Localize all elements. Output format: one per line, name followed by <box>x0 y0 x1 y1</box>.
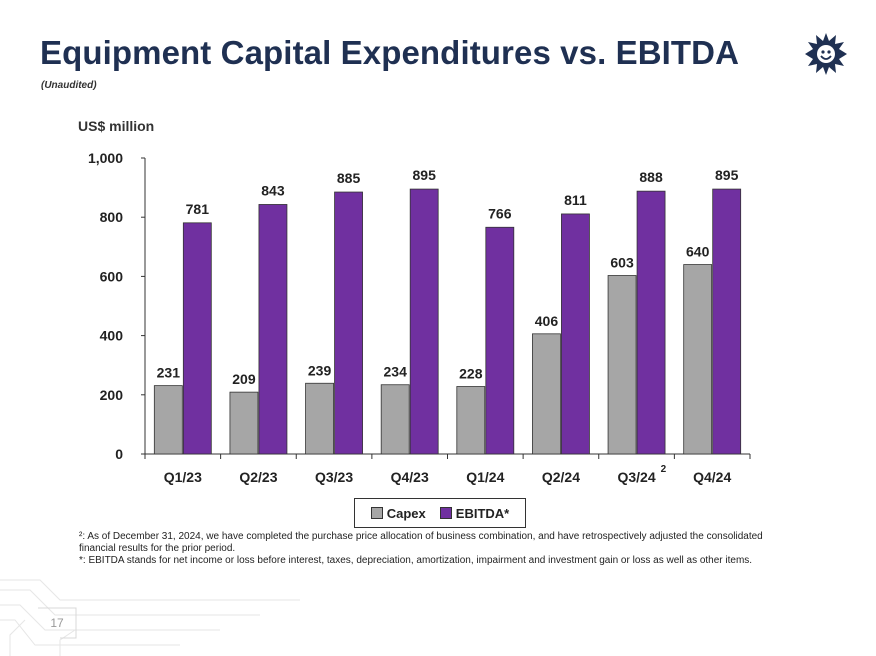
legend-item-capex: Capex <box>370 505 426 521</box>
data-label-capex: 239 <box>308 362 332 378</box>
x-tick-label: Q3/23 <box>315 469 353 485</box>
bar-ebitda <box>182 222 212 455</box>
x-tick-label: Q3/24 <box>617 469 655 485</box>
bar-capex <box>305 382 334 455</box>
circuit-decoration <box>0 579 300 656</box>
bar-capex <box>607 275 637 455</box>
x-tick-label: Q4/23 <box>391 469 429 485</box>
bar-ebitda <box>561 213 590 455</box>
data-label-capex: 603 <box>610 255 634 271</box>
footnote-ebitda: *: EBITDA stands for net income or loss … <box>79 555 753 566</box>
data-label-capex: 234 <box>384 364 408 380</box>
footnotes: ²: As of December 31, 2024, we have comp… <box>79 531 799 567</box>
bar-capex <box>229 391 259 455</box>
bar-capex <box>683 264 713 455</box>
y-axis-unit-label: US$ million <box>78 118 155 134</box>
bar-capex <box>532 333 561 455</box>
y-tick-label: 0 <box>115 446 123 462</box>
data-label-capex: 406 <box>535 313 559 329</box>
legend-swatch-capex <box>370 507 383 519</box>
legend-item-ebitda: EBITDA* <box>439 505 510 521</box>
data-label-ebitda: 888 <box>639 169 663 185</box>
sun-face-logo-icon <box>805 33 847 75</box>
data-label-ebitda: 766 <box>488 205 512 221</box>
data-label-capex: 209 <box>232 371 256 387</box>
legend-label-ebitda: EBITDA* <box>455 505 510 521</box>
bar-capex <box>456 386 486 455</box>
chart-legend: Capex EBITDA* <box>354 498 526 528</box>
x-tick-label: Q2/24 <box>542 469 580 485</box>
y-tick-label: 600 <box>100 268 124 284</box>
page-subtitle: (Unaudited) <box>41 80 97 91</box>
bar-capex <box>153 385 183 455</box>
legend-label-capex: Capex <box>386 505 426 521</box>
x-tick-superscript: 2 <box>661 464 667 475</box>
y-tick-label: 400 <box>100 328 124 344</box>
y-tick-label: 800 <box>100 209 124 225</box>
x-tick-label: Q2/23 <box>239 469 277 485</box>
y-tick-label: 200 <box>100 387 124 403</box>
x-tick-label: Q1/23 <box>164 469 202 485</box>
page-title: Equipment Capital Expenditures vs. EBITD… <box>40 34 740 71</box>
bar-ebitda <box>636 190 666 455</box>
x-tick-label: Q1/24 <box>466 469 504 485</box>
data-label-ebitda: 811 <box>564 192 587 208</box>
bar-ebitda <box>485 226 515 455</box>
bar-ebitda <box>258 204 288 455</box>
bar-ebitda <box>409 188 439 455</box>
footnote-ppa: ²: As of December 31, 2024, we have comp… <box>79 531 763 554</box>
bar-ebitda <box>712 188 742 455</box>
x-tick-label: Q4/24 <box>693 469 731 485</box>
data-label-ebitda: 895 <box>715 167 739 183</box>
bar-ebitda <box>334 191 363 455</box>
bar-capex <box>380 384 410 455</box>
data-label-capex: 640 <box>686 244 710 260</box>
data-label-capex: 228 <box>459 366 483 382</box>
y-tick-label: 1,000 <box>88 150 123 166</box>
data-label-ebitda: 843 <box>261 182 285 198</box>
data-label-ebitda: 781 <box>186 201 210 217</box>
data-label-ebitda: 895 <box>413 167 437 183</box>
legend-swatch-ebitda <box>439 507 452 519</box>
page-number: 17 <box>50 616 64 630</box>
data-label-capex: 231 <box>157 365 181 381</box>
data-label-ebitda: 885 <box>337 170 361 186</box>
